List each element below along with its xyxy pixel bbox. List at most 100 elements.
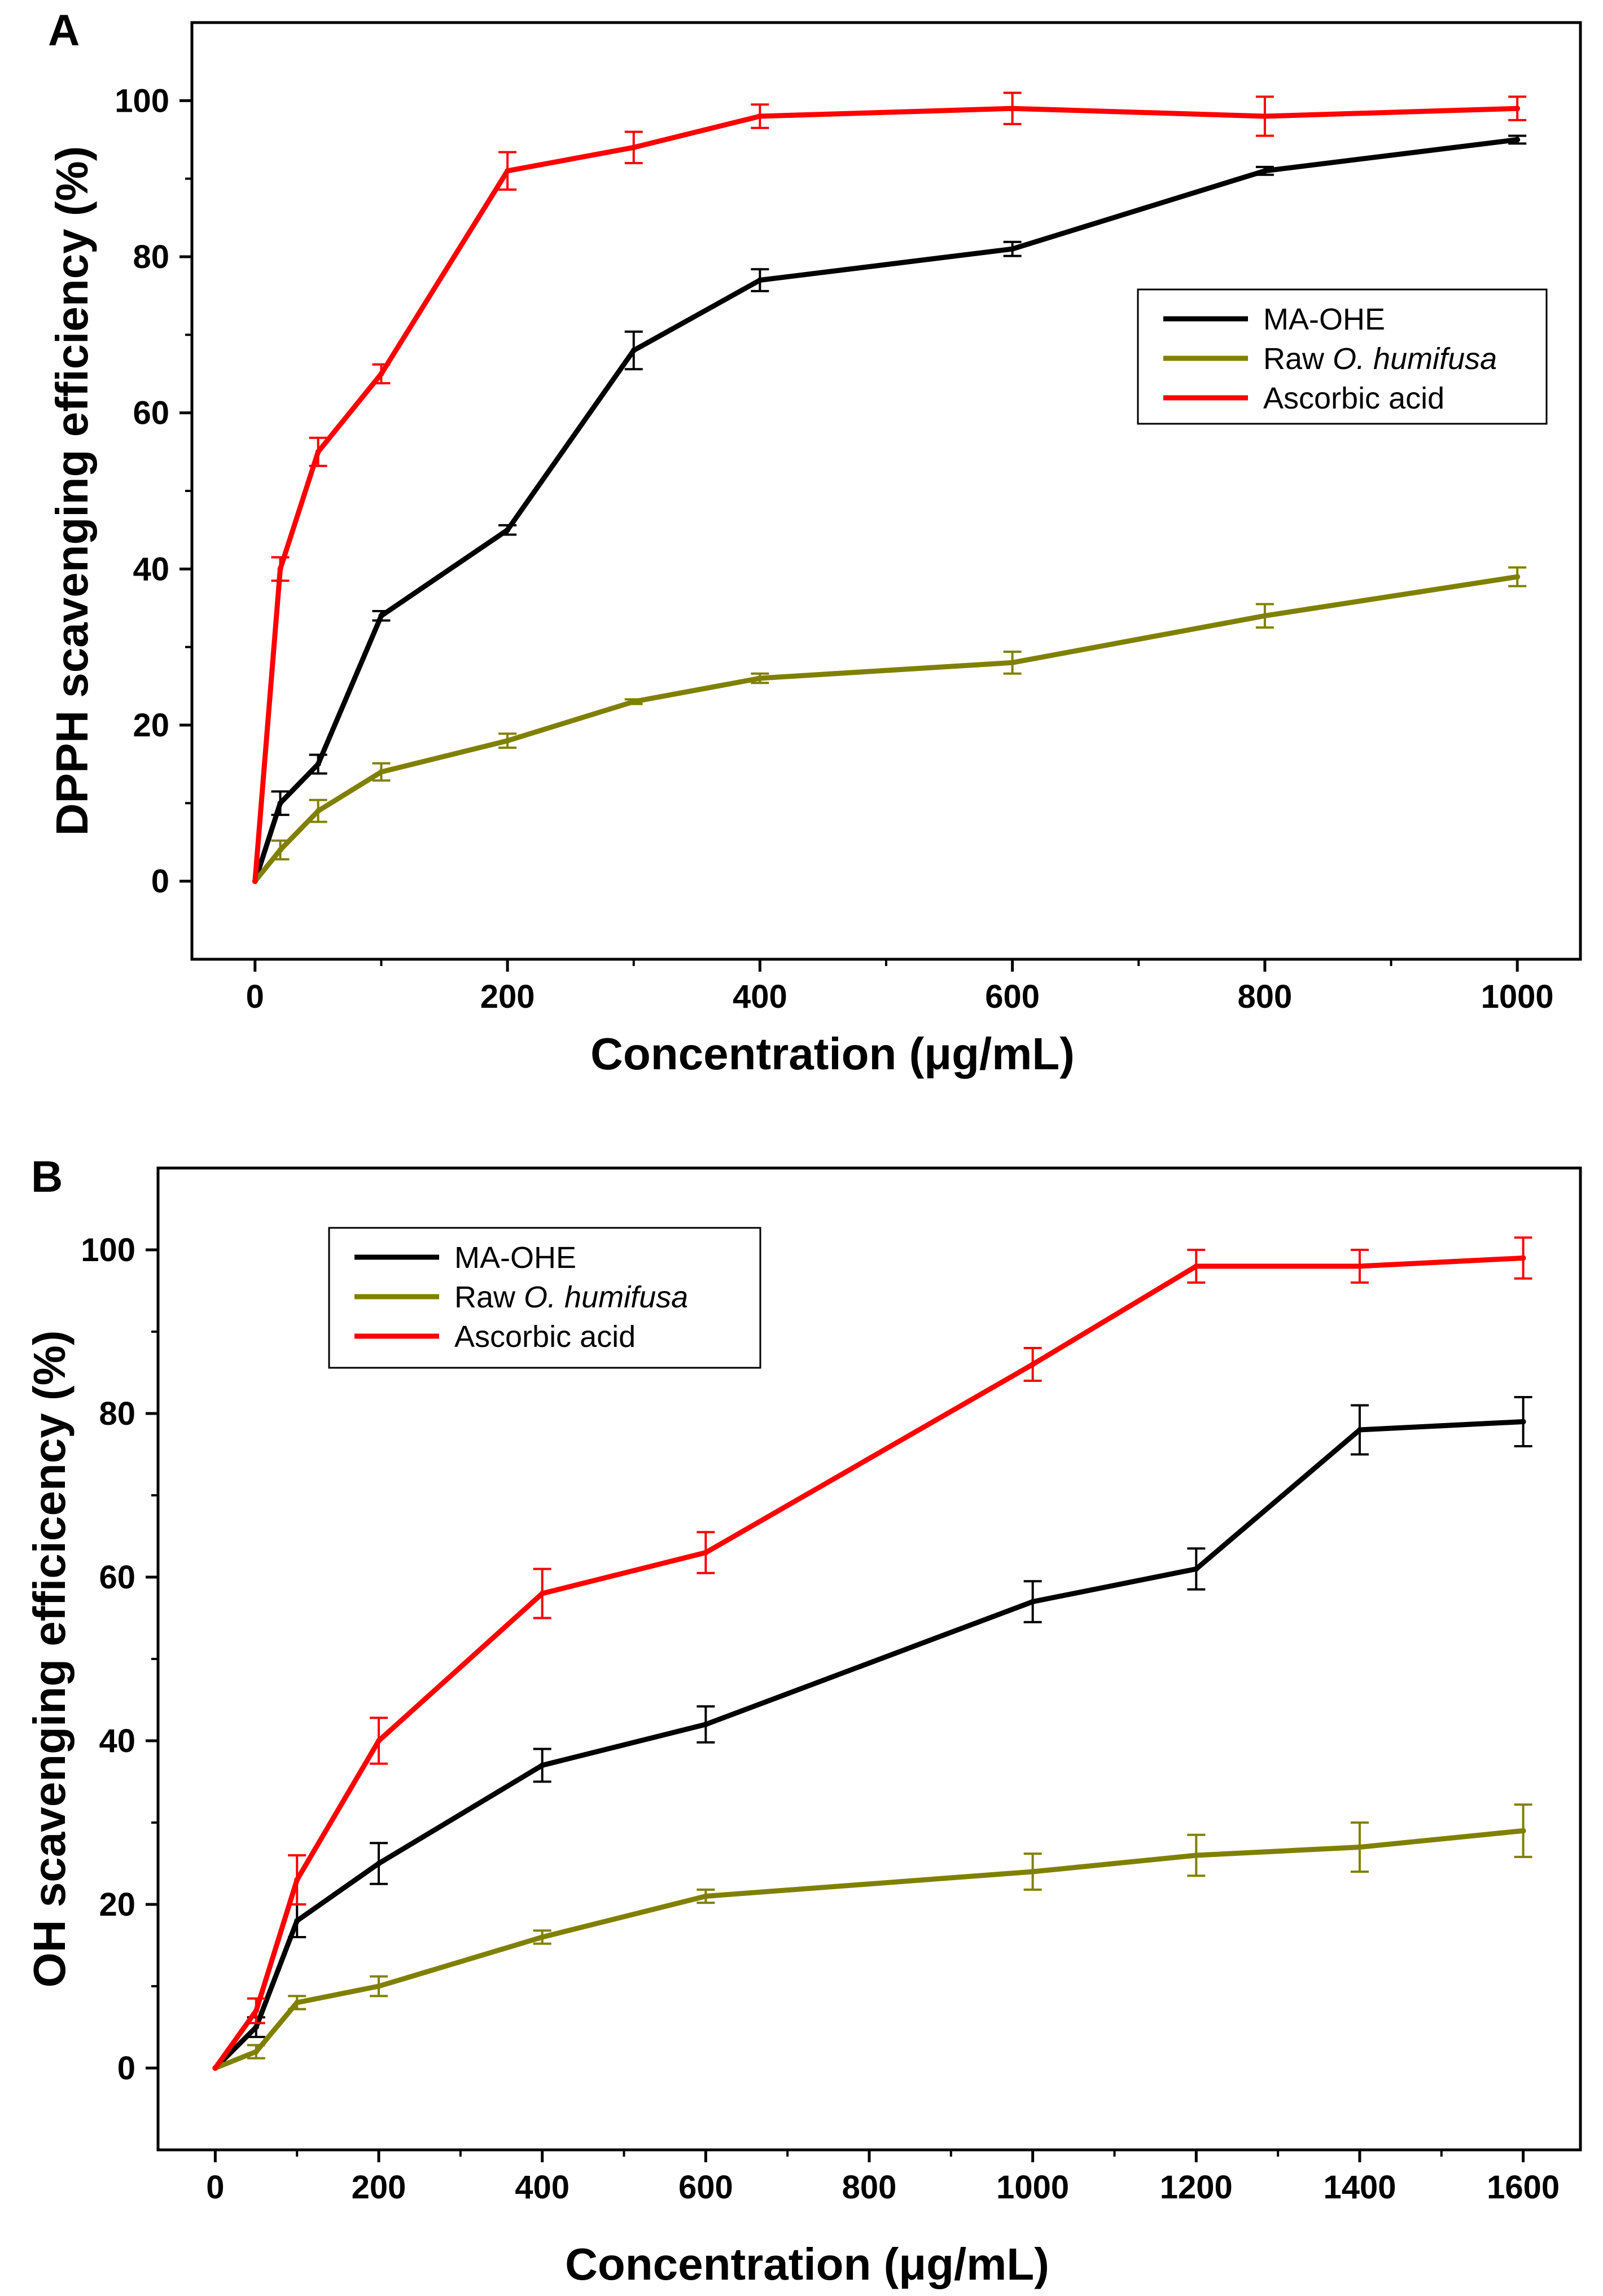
series-line bbox=[252, 137, 1520, 884]
y-tick-label: 100 bbox=[81, 1232, 135, 1268]
y-tick-label: 20 bbox=[99, 1886, 135, 1923]
data-point bbox=[539, 1591, 545, 1596]
data-point bbox=[378, 371, 384, 377]
legend: MA-OHE Raw O. humifusa Ascorbic acid bbox=[1137, 288, 1548, 425]
data-point bbox=[1262, 168, 1268, 174]
x-tick-label: 1200 bbox=[1160, 2169, 1233, 2206]
legend-part: Ascorbic acid bbox=[454, 1320, 636, 1354]
data-point bbox=[505, 737, 511, 744]
data-point bbox=[1356, 1844, 1363, 1850]
data-point bbox=[253, 2024, 259, 2030]
data-point bbox=[539, 1762, 545, 1768]
data-point bbox=[1514, 106, 1521, 112]
x-tick-label: 1000 bbox=[1481, 978, 1554, 1015]
y-tick-label: 0 bbox=[117, 2050, 135, 2087]
data-point bbox=[252, 878, 258, 884]
legend-entry: Ascorbic acid bbox=[454, 1320, 636, 1354]
chart-panel-b: B 0 200 400 600 800 1000 1200 1400 1600 0 20 40 60 80 1… bbox=[24, 1152, 1582, 2289]
x-axis-title: Concentration (μg/mL) bbox=[565, 2239, 1049, 2289]
data-point bbox=[315, 761, 321, 767]
series-line bbox=[212, 1828, 1526, 2071]
y-axis-title: OH scavenging efficicency (%) bbox=[24, 1331, 75, 1988]
chart-panel-a: A 0 200 400 600 800 1000 0 20 40 60 80 100 Concentrat… bbox=[47, 5, 1582, 1079]
data-point bbox=[294, 1877, 300, 1883]
panel-label: B bbox=[31, 1152, 63, 1201]
legend-part: Raw bbox=[454, 1280, 524, 1314]
data-point bbox=[1356, 1263, 1363, 1269]
series-line bbox=[212, 1255, 1526, 2071]
y-tick-label: 60 bbox=[133, 395, 169, 432]
data-point bbox=[505, 168, 511, 174]
data-point bbox=[505, 527, 511, 533]
y-tick-label: 60 bbox=[99, 1559, 135, 1596]
legend: MA-OHE Raw O. humifusa Ascorbic acid bbox=[328, 1227, 761, 1369]
series-ma-ohe bbox=[212, 1396, 1532, 2071]
legend-entry: Raw O. humifusa bbox=[454, 1280, 688, 1314]
data-point bbox=[277, 800, 283, 806]
data-point bbox=[1030, 1869, 1036, 1874]
data-point bbox=[757, 277, 763, 283]
data-point bbox=[376, 1738, 382, 1744]
data-point bbox=[1262, 113, 1268, 119]
data-point bbox=[277, 847, 283, 853]
legend-italic-part: O. humifusa bbox=[524, 1280, 688, 1314]
data-point bbox=[630, 144, 637, 151]
legend-entry: MA-OHE bbox=[454, 1241, 576, 1275]
data-point bbox=[294, 2000, 300, 2005]
x-tick-label: 800 bbox=[1238, 978, 1293, 1015]
x-tick-label: 1400 bbox=[1323, 2169, 1396, 2206]
panel-label: A bbox=[48, 5, 80, 55]
x-tick-label: 200 bbox=[480, 978, 535, 1015]
x-tick-label: 1000 bbox=[996, 2169, 1069, 2206]
series-line bbox=[252, 106, 1520, 884]
series-ascorbic-acid bbox=[252, 91, 1527, 884]
data-point bbox=[212, 2065, 218, 2071]
data-point bbox=[703, 1722, 709, 1727]
data-point bbox=[378, 769, 384, 775]
data-point bbox=[1520, 1255, 1526, 1261]
data-point bbox=[1193, 1263, 1199, 1269]
x-tick-label: 600 bbox=[985, 978, 1040, 1015]
series-raw-o-humifusa bbox=[252, 566, 1527, 884]
x-tick-label: 1600 bbox=[1487, 2169, 1560, 2206]
x-tick-label: 200 bbox=[352, 2169, 406, 2206]
data-point bbox=[277, 566, 283, 572]
series-raw-o-humifusa bbox=[212, 1803, 1532, 2071]
data-point bbox=[376, 1983, 382, 1989]
x-tick-label: 400 bbox=[515, 2169, 570, 2206]
x-tick-label: 0 bbox=[206, 2169, 224, 2206]
x-axis-title: Concentration (μg/mL) bbox=[590, 1029, 1075, 1079]
legend-italic-part: O. humifusa bbox=[1333, 342, 1497, 376]
data-point bbox=[757, 675, 763, 681]
legend-part: MA-OHE bbox=[454, 1241, 576, 1275]
data-point bbox=[539, 1934, 545, 1940]
data-point bbox=[1356, 1427, 1363, 1433]
plot-frame bbox=[190, 21, 1582, 961]
legend-entry: MA-OHE bbox=[1263, 302, 1385, 336]
y-tick-label: 40 bbox=[99, 1723, 135, 1759]
y-tick-label: 80 bbox=[133, 239, 169, 275]
legend-entry: Ascorbic acid bbox=[1263, 381, 1444, 415]
data-point bbox=[1193, 1566, 1199, 1572]
data-point bbox=[757, 113, 763, 119]
data-point bbox=[376, 1860, 382, 1867]
legend-part: Ascorbic acid bbox=[1263, 381, 1444, 415]
data-point bbox=[253, 2049, 259, 2054]
series-ascorbic-acid bbox=[212, 1236, 1532, 2071]
series-ma-ohe bbox=[252, 134, 1527, 884]
y-tick-label: 20 bbox=[133, 707, 169, 744]
data-point bbox=[1009, 660, 1015, 666]
data-point bbox=[630, 348, 637, 353]
data-point bbox=[1514, 574, 1521, 580]
y-tick-label: 40 bbox=[133, 551, 169, 587]
data-point bbox=[1009, 246, 1015, 252]
y-tick-label: 80 bbox=[99, 1395, 135, 1432]
series-line bbox=[252, 574, 1520, 884]
data-point bbox=[315, 449, 321, 455]
y-tick-label: 0 bbox=[151, 863, 169, 900]
data-point bbox=[1514, 137, 1521, 143]
data-point bbox=[1030, 1362, 1036, 1367]
x-tick-label: 600 bbox=[678, 2169, 733, 2206]
legend-part: Raw bbox=[1263, 342, 1333, 376]
